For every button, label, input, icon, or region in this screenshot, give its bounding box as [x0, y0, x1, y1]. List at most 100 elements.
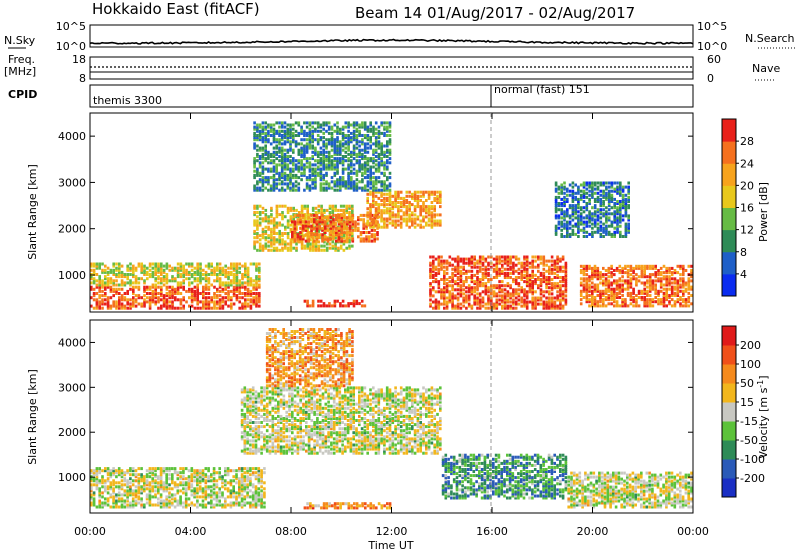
data-cell	[333, 184, 337, 188]
data-cell	[322, 165, 325, 169]
data-cell	[296, 235, 300, 239]
data-cell	[264, 238, 268, 242]
data-cell	[402, 205, 406, 209]
data-cell	[451, 271, 454, 275]
data-cell	[451, 300, 454, 304]
data-cell	[437, 306, 441, 310]
data-cell	[602, 200, 605, 203]
data-cell	[137, 264, 141, 268]
data-cell	[613, 279, 616, 283]
data-cell	[303, 163, 306, 167]
data-cell	[682, 264, 685, 268]
data-cell	[473, 282, 476, 286]
data-cell	[297, 142, 301, 146]
data-cell	[314, 121, 317, 125]
data-cell	[306, 299, 309, 303]
data-cell	[374, 221, 378, 225]
data-cell	[303, 299, 307, 303]
data-cell	[363, 121, 367, 125]
data-cell	[293, 226, 297, 230]
data-cell	[244, 292, 247, 295]
data-cell	[269, 169, 273, 173]
data-cell	[374, 219, 378, 223]
data-cell	[361, 123, 364, 127]
data-cell	[284, 225, 287, 229]
data-cell	[322, 163, 325, 167]
data-cell	[429, 276, 432, 279]
data-cell	[281, 213, 284, 217]
data-cell	[648, 264, 652, 268]
data-cell	[171, 277, 174, 281]
data-cell	[104, 277, 107, 281]
data-cell	[275, 129, 278, 133]
data-cell	[340, 237, 344, 241]
data-cell	[300, 138, 303, 142]
data-cell	[345, 211, 348, 214]
data-cell	[528, 282, 532, 286]
data-cell	[129, 283, 132, 287]
data-cell	[571, 181, 575, 185]
data-cell	[525, 278, 529, 281]
data-cell	[258, 163, 262, 167]
data-cell	[621, 300, 624, 304]
data-cell	[352, 188, 356, 192]
data-cell	[495, 269, 499, 273]
data-cell	[373, 233, 376, 237]
nave-label: Nave	[752, 62, 780, 75]
data-cell	[413, 213, 417, 217]
data-cell	[425, 199, 428, 202]
data-cell	[176, 270, 180, 274]
data-cell	[385, 199, 389, 202]
data-cell	[196, 289, 199, 293]
data-cell	[509, 276, 512, 279]
data-cell	[560, 222, 563, 226]
data-cell	[484, 292, 488, 296]
data-cell	[679, 304, 682, 308]
data-cell	[459, 302, 463, 306]
data-cell	[531, 286, 534, 290]
data-cell	[101, 279, 104, 283]
data-cell	[430, 190, 434, 194]
data-cell	[564, 276, 568, 279]
data-cell	[571, 218, 575, 222]
data-cell	[525, 294, 529, 298]
data-cell	[264, 246, 268, 250]
data-cell	[202, 287, 205, 291]
data-cell	[272, 138, 276, 142]
data-cell	[361, 163, 364, 167]
data-cell	[190, 294, 194, 298]
data-cell	[621, 287, 624, 291]
data-cell	[451, 273, 454, 277]
data-cell	[517, 271, 521, 275]
data-cell	[448, 263, 452, 267]
data-cell	[106, 300, 110, 304]
data-cell	[432, 255, 435, 259]
data-cell	[556, 267, 559, 271]
data-cell	[411, 194, 414, 198]
data-cell	[599, 183, 603, 187]
data-cell	[498, 290, 501, 294]
data-cell	[95, 279, 99, 283]
data-cell	[272, 219, 276, 223]
data-cell	[454, 257, 457, 261]
data-cell	[253, 173, 256, 177]
data-cell	[577, 206, 580, 210]
data-cell	[278, 182, 281, 186]
data-cell	[313, 213, 316, 217]
nave-tick-bottom: 0	[707, 72, 714, 85]
data-cell	[372, 190, 375, 194]
data-cell	[539, 273, 543, 277]
data-cell	[332, 235, 335, 239]
data-cell	[143, 273, 146, 276]
data-cell	[550, 267, 554, 271]
data-cell	[501, 288, 504, 292]
data-cell	[264, 152, 267, 156]
data-cell	[292, 176, 295, 180]
data-cell	[299, 222, 302, 226]
data-cell	[112, 505, 115, 509]
data-cell	[537, 265, 540, 269]
data-cell	[256, 144, 259, 148]
data-cell	[293, 231, 297, 234]
data-cell	[330, 304, 334, 308]
data-cell	[619, 218, 622, 222]
